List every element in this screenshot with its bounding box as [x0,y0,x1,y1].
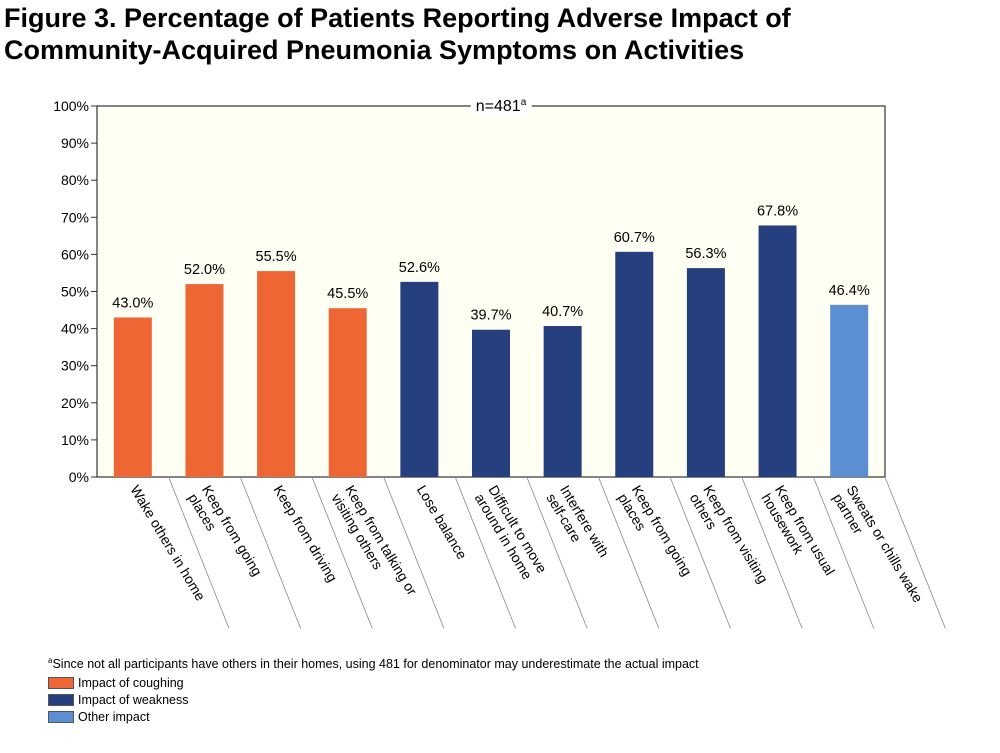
bar-chart: 0% 10% 20% 30% 40% 50% 60% 70% 80% 90% 100% n=481a 4… [53,97,946,629]
bar-value-label: 67.8% [757,203,798,219]
y-tick-label: 100% [53,98,89,114]
legend-swatch-other [48,710,74,723]
y-tick-label: 20% [61,395,89,411]
bar-value-label: 52.6% [399,260,440,276]
category-separator [598,476,660,629]
bar-value-label: 52.0% [184,262,225,278]
category-separator [383,476,445,629]
footnote-marker: a [48,656,53,665]
bar-value-label: 56.3% [685,246,726,262]
category-separator [812,476,875,629]
category-separator [168,476,230,629]
x-category-label: Interfere withself-care [543,482,612,568]
category-separator [741,476,803,629]
bar-value-label: 43.0% [112,295,153,311]
bar [543,326,582,477]
category-separator [884,476,946,629]
x-category-label: Keep from usualhousework [758,482,838,586]
bar [185,284,224,477]
y-tick-label: 40% [61,321,89,337]
category-separator [454,476,516,629]
bar-value-label: 40.7% [542,304,583,320]
y-tick-label: 10% [61,432,89,448]
bar-value-label: 55.5% [256,249,297,265]
y-tick-label: 0% [69,469,89,485]
y-tick-label: 80% [61,172,89,188]
bar [328,308,367,477]
bar [686,268,725,477]
bar [113,317,152,477]
y-tick-label: 60% [61,246,89,262]
bar-value-label: 60.7% [614,230,655,246]
legend-item-coughing: Impact of coughing [48,674,188,691]
sample-size-annotation: n=481a [476,97,527,115]
bar [472,329,510,477]
category-separator [239,476,302,629]
bar [758,225,797,477]
legend: Impact of coughing Impact of weakness Ot… [48,674,188,725]
chart-title-line-1: Figure 3. Percentage of Patients Reporti… [4,3,791,33]
chart-title-line-2: Community-Acquired Pneumonia Symptoms on… [4,35,745,65]
legend-label-weakness: Impact of weakness [78,692,189,707]
y-tick-label: 30% [61,358,89,374]
legend-swatch-weakness [48,693,74,706]
bar-value-label: 46.4% [829,283,870,299]
legend-item-other: Other impact [48,708,188,725]
footnote-text: Since not all participants have others i… [52,657,699,671]
legend-label-other: Other impact [78,709,150,724]
x-category-label: Sweats or chills wakepartner [830,482,926,613]
x-category-label: Keep from goingplaces [615,482,695,587]
x-category-label: Keep from talking orvisiting others [328,482,420,606]
bar [830,304,869,477]
legend-label-coughing: Impact of coughing [78,675,184,690]
bar [257,271,296,477]
category-separator [526,476,588,629]
bar-value-label: 45.5% [327,286,368,302]
y-tick-label: 50% [61,284,89,300]
legend-swatch-coughing [48,676,74,689]
bar [400,281,439,477]
category-separator [311,476,373,629]
x-category-label: Difficult to movearound in home [472,482,551,584]
footnote: aSince not all participants have others … [48,656,699,671]
bar [615,251,654,477]
x-category-label: Keep from goingplaces [185,482,265,587]
y-tick-label: 70% [61,209,89,225]
bar-value-label: 39.7% [470,308,511,324]
chart-title: Figure 3. Percentage of Patients Reporti… [4,2,791,66]
category-separator [669,476,731,629]
y-tick-label: 90% [61,135,89,151]
annotation-background [470,97,532,115]
legend-item-weakness: Impact of weakness [48,691,188,708]
